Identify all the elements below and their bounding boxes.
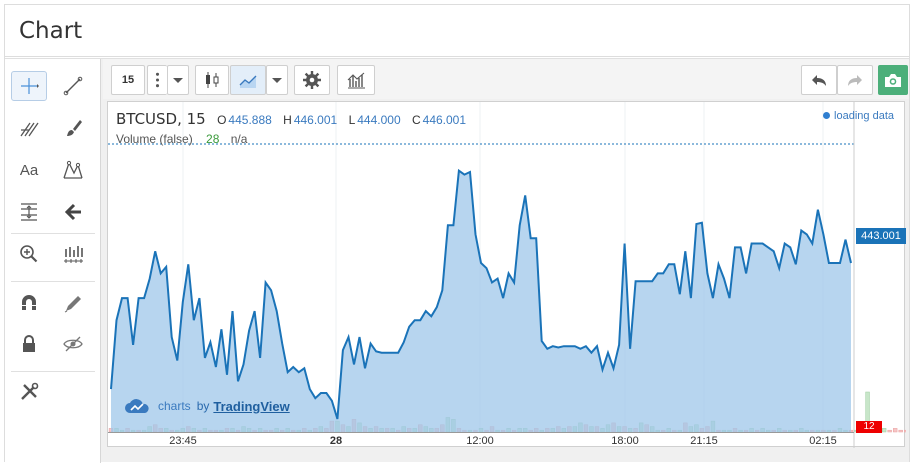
last-price-label: 443.001: [856, 228, 906, 244]
volume-bar: [893, 428, 898, 433]
text-tool-icon: Aa: [19, 161, 39, 179]
time-label: 23:45: [169, 435, 197, 447]
vertical-dots-icon: [155, 72, 160, 88]
drawing-toolbar: Aa: [5, 59, 101, 463]
time-axis[interactable]: 23:45 28 12:00 18:00 21:15 02:15: [108, 432, 854, 448]
remove-drawings-button[interactable]: [55, 197, 91, 227]
lock-drawings-button[interactable]: [11, 329, 47, 359]
volume-label[interactable]: Volume (false): [116, 132, 193, 146]
chart-style-dropdown-button[interactable]: [266, 65, 288, 95]
camera-icon: [885, 74, 901, 87]
high-value: 446.001: [293, 113, 338, 127]
watermark-prefix: charts: [158, 399, 191, 413]
chevron-down-icon: [173, 78, 183, 83]
toolbar-divider: [11, 281, 95, 282]
chart-panel: Chart Aa: [4, 4, 910, 463]
measure-icon: [21, 203, 37, 221]
trend-line-tool-button[interactable]: [55, 71, 91, 101]
pitchfork-tool-button[interactable]: [11, 113, 47, 143]
brush-tool-button[interactable]: [55, 113, 91, 143]
chart-properties-button[interactable]: [294, 65, 330, 95]
interval-dropdown-button[interactable]: [167, 65, 189, 95]
brush-icon: [67, 120, 82, 136]
time-label-date: 28: [329, 435, 343, 447]
indicators-button[interactable]: [337, 65, 375, 95]
price-line: [110, 168, 852, 420]
chevron-down-icon: [272, 78, 282, 83]
time-label: 12:00: [466, 435, 494, 447]
candles-style-button[interactable]: [195, 65, 229, 95]
pattern-tool-button[interactable]: [55, 155, 91, 185]
stay-in-drawing-mode-button[interactable]: [55, 289, 91, 319]
volume-value: 28: [206, 132, 220, 146]
volume-bar: [887, 429, 892, 433]
price-area-fill: [111, 170, 851, 432]
cloud-logo-icon: [125, 399, 149, 413]
interval-button[interactable]: 15: [111, 65, 145, 95]
area-style-button[interactable]: [230, 65, 266, 95]
symbol-name[interactable]: BTCUSD, 15: [116, 110, 206, 128]
top-toolbar: 15: [103, 59, 909, 99]
pencil-icon: [64, 296, 81, 313]
low-value: 444.000: [357, 113, 401, 127]
toolbar-divider: [11, 371, 95, 372]
magnet-mode-button[interactable]: [11, 289, 47, 319]
close-value: 446.001: [422, 113, 467, 127]
zoom-tool-button[interactable]: [11, 239, 47, 269]
volume-na: n/a: [230, 132, 248, 146]
lock-icon: [23, 335, 35, 352]
eye-off-icon: [63, 336, 83, 352]
volume-bar: [898, 429, 903, 433]
panel-header: Chart: [5, 5, 909, 57]
low-label: L: [348, 113, 356, 127]
high-label: H: [283, 113, 292, 127]
watermark-by: by: [196, 399, 210, 413]
time-label: 02:15: [809, 435, 837, 447]
redo-icon: [848, 75, 862, 86]
measure-tool-button[interactable]: [11, 197, 47, 227]
trend-line-icon: [63, 76, 83, 96]
volume-bar: [904, 429, 906, 433]
undo-button[interactable]: [801, 65, 837, 95]
open-value: 445.888: [228, 113, 272, 127]
snapshot-button[interactable]: [878, 65, 908, 95]
magnet-icon: [22, 295, 36, 310]
volume-legend: Volume (false) 28 n/a: [116, 132, 247, 146]
hide-drawings-button[interactable]: [55, 329, 91, 359]
undo-icon: [812, 75, 826, 86]
tools-icon: [21, 382, 39, 400]
tradingview-widget: Aa: [5, 58, 909, 463]
close-label: C: [411, 113, 421, 127]
interval-label: 15: [121, 74, 135, 86]
interval-menu-button[interactable]: [147, 65, 167, 95]
crosshair-tool-button[interactable]: [11, 71, 47, 101]
redo-button[interactable]: [837, 65, 873, 95]
area-chart-icon: [239, 75, 257, 88]
gear-icon: [303, 71, 321, 89]
remove-all-drawings-button[interactable]: [11, 377, 47, 407]
pattern-icon: [63, 160, 83, 179]
time-label: 21:15: [690, 435, 718, 447]
indicators-icon: [347, 72, 365, 89]
candlestick-icon: [206, 72, 219, 88]
bars-ruler-icon: [64, 246, 83, 263]
toolbar-divider: [11, 233, 95, 234]
arrow-left-icon: [64, 203, 81, 221]
price-chart-svg[interactable]: [108, 102, 906, 448]
panel-title: Chart: [19, 18, 83, 44]
crosshair-icon: [21, 78, 39, 94]
tradingview-watermark[interactable]: charts by TradingView: [124, 398, 290, 414]
zoom-in-icon: [20, 245, 38, 263]
open-label: O: [217, 113, 227, 127]
bars-pattern-button[interactable]: [55, 239, 91, 269]
loading-status: loading data: [823, 110, 894, 122]
pitchfork-icon: [20, 122, 39, 137]
volume-bar: [881, 428, 887, 433]
watermark-brand-link[interactable]: TradingView: [213, 398, 290, 414]
last-volume-label: 12: [856, 421, 882, 433]
text-tool-button[interactable]: Aa: [11, 155, 47, 185]
time-label: 18:00: [611, 435, 639, 447]
